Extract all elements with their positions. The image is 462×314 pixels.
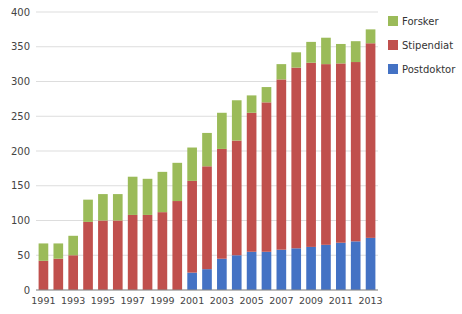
x-tick-label: 1997 [121,295,145,306]
bar-segment [217,113,227,149]
bar-segment [187,273,197,290]
x-tick-label: 1993 [61,295,85,306]
y-tick-label: 350 [11,41,30,52]
bar-segment [143,179,153,215]
bar-segment [247,113,257,252]
x-tick-label: 2003 [210,295,234,306]
bar-segment [217,149,227,259]
bar-segment [39,243,49,260]
bar-segment [262,102,272,251]
bar-segment [98,194,108,220]
bar-segment [83,222,93,290]
legend-label: Stipendiat [402,40,453,51]
bar-segment [143,215,153,290]
bar-segment [306,247,316,290]
bar-segment [98,221,108,291]
y-tick-label: 300 [11,76,30,87]
bar-segment [158,212,168,290]
x-tick-label: 2009 [299,295,323,306]
grid [36,12,378,290]
x-tick-label: 2013 [358,295,382,306]
bar-segment [232,255,242,290]
bar-segment [128,177,138,215]
bar-segment [306,42,316,63]
bar-segment [247,252,257,290]
bar-segment [336,44,346,63]
bar-segment [187,181,197,273]
legend-swatch [388,16,398,26]
bar-segment [172,163,182,201]
x-tick-label: 1991 [31,295,55,306]
x-tick-label: 2007 [269,295,293,306]
y-tick-label: 250 [11,111,30,122]
bar-segment [113,194,123,220]
bar-segment [68,255,78,290]
bar-segment [68,236,78,255]
legend-label: Forsker [402,16,439,27]
bar-segment [277,79,287,249]
x-tick-label: 2001 [180,295,204,306]
bar-segment [366,43,376,238]
y-tick-label: 150 [11,180,30,191]
bar-segment [262,252,272,290]
bar-segment [53,243,63,258]
bar-segment [351,41,361,62]
bar-segment [202,133,212,166]
bar-segment [366,238,376,290]
bar-segment [202,269,212,290]
x-tick-label: 1995 [91,295,115,306]
bar-segment [53,259,63,290]
x-axis-line [36,290,378,291]
legend-label: Postdoktor [402,64,456,75]
bar-segment [351,241,361,290]
bar-segment [291,248,301,290]
bar-segment [83,200,93,222]
bar-segment [277,250,287,290]
grid-line [36,12,378,13]
bar-segment [291,52,301,67]
y-tick-label: 200 [11,146,30,157]
bar-segment [187,148,197,181]
y-tick-label: 0 [24,285,30,296]
bar-segment [247,95,257,112]
bar-segment [232,141,242,256]
chart-svg: 0 50 100 150 200 250 300 350 400 1991 1993 1995 1997… [0,0,462,314]
bar-segment [158,172,168,212]
bar-segment [113,221,123,291]
bar-segment [306,63,316,247]
bar-segment [321,245,331,290]
legend-swatch [388,40,398,50]
bar-segment [128,215,138,290]
bars [39,29,376,290]
bar-segment [366,29,376,43]
bar-segment [232,100,242,140]
bar-segment [262,87,272,102]
y-tick-label: 50 [17,250,30,261]
bar-segment [291,68,301,249]
x-tick-label: 2011 [329,295,353,306]
bar-segment [39,261,49,290]
y-tick-label: 400 [11,7,30,18]
x-tick-label: 1999 [150,295,174,306]
bar-segment [277,64,287,79]
grid-line [36,290,378,291]
bar-segment [202,166,212,269]
bar-segment [217,259,227,290]
legend: Forsker Stipendiat Postdoktor [388,16,456,75]
y-tick-label: 100 [11,215,30,226]
legend-swatch [388,64,398,74]
chart-container: 0 50 100 150 200 250 300 350 400 1991 1993 1995 1997… [0,0,462,314]
bar-segment [351,62,361,241]
bar-segment [321,38,331,64]
bar-segment [321,64,331,245]
bar-segment [336,63,346,242]
bar-segment [172,201,182,290]
bar-segment [336,243,346,290]
x-tick-label: 2005 [240,295,264,306]
